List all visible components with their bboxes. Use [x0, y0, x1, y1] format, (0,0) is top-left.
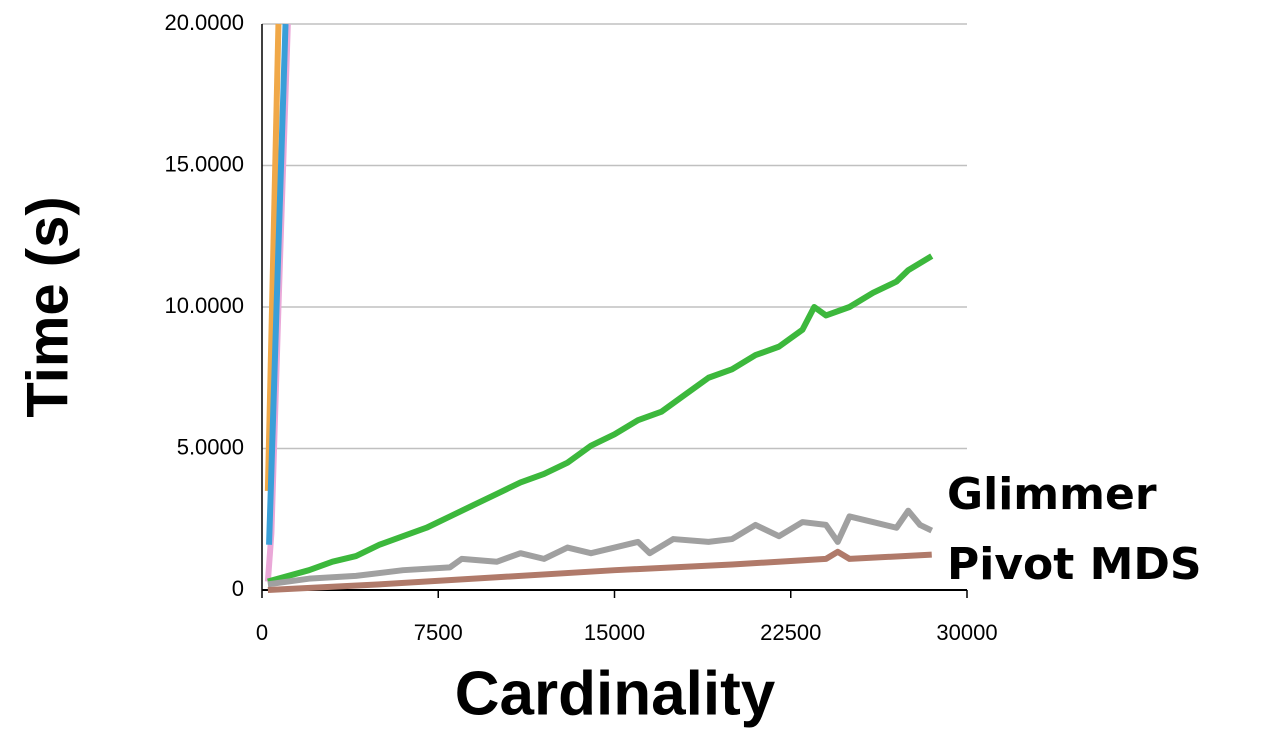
- x-axis-title: Cardinality: [455, 659, 776, 728]
- line: [267, 548, 932, 593]
- y-tick-label: 5.0000: [177, 434, 244, 459]
- x-tick-label: 22500: [760, 620, 821, 645]
- line: [264, 23, 282, 492]
- y-axis-title: Time (s): [15, 196, 80, 417]
- y-tick-label: 20.0000: [164, 10, 244, 35]
- x-tick-label: 0: [256, 620, 268, 645]
- legend-label: Glimmer: [947, 469, 1157, 520]
- x-tick-label: 15000: [584, 620, 645, 645]
- y-tick-label: 10.0000: [164, 293, 244, 318]
- line: [266, 23, 289, 545]
- y-tick-label: 0: [232, 576, 244, 601]
- y-tick-label: 15.0000: [164, 151, 244, 176]
- legend-label: Pivot MDS: [947, 539, 1202, 590]
- line: [267, 253, 934, 585]
- line: [267, 507, 934, 588]
- x-tick-label: 7500: [414, 620, 463, 645]
- x-tick-label: 30000: [936, 620, 997, 645]
